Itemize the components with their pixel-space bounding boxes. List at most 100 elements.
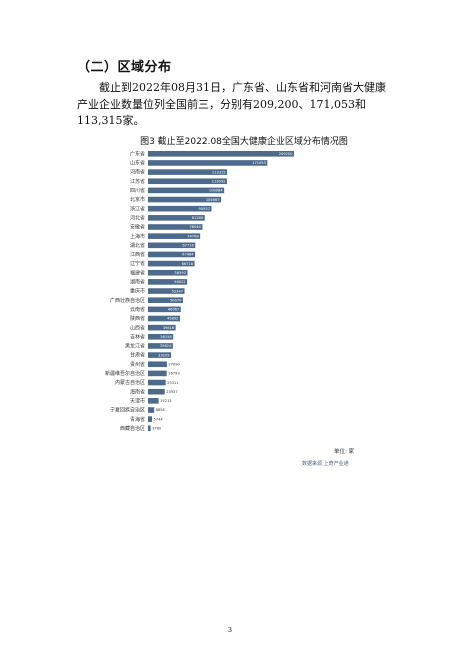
bar [148, 151, 294, 157]
bar [148, 160, 268, 166]
bar [148, 379, 166, 386]
category-label: 河南省 [130, 169, 145, 176]
value-label: 67484 [182, 253, 194, 257]
category-label: 新疆维吾尔自治区 [105, 370, 145, 377]
paragraph-text: 截止到2022年08月31日，广东省、山东省和河南省大健康产业企业数量位列全国前… [77, 81, 386, 127]
bar [148, 398, 159, 404]
bar [148, 407, 155, 413]
value-label: 66718 [182, 262, 194, 266]
region-bar-chart: 广东省 209200 山东省 171053 河南省 113315 江苏省 113092 四川省 1… [105, 150, 294, 432]
category-label: 福建省 [130, 269, 145, 276]
category-label: 贵州省 [130, 361, 145, 368]
bar [148, 215, 205, 221]
bar [148, 178, 227, 185]
category-label: 重庆市 [130, 288, 145, 295]
chart-title: 图3 截止至2022.08全国大健康企业区域分布情况图 [140, 137, 348, 147]
body-paragraph: 截止到2022年08月31日，广东省、山东省和河南省大健康产业企业数量位列全国前… [77, 80, 395, 130]
value-label: 8858 [156, 408, 166, 412]
bar [148, 370, 167, 377]
bar [148, 269, 188, 276]
category-label: 山西省 [130, 324, 145, 331]
category-label: 山东省 [130, 160, 145, 167]
bar [148, 224, 203, 230]
value-label: 3760 [152, 427, 162, 431]
value-label: 45802 [167, 317, 178, 321]
bar [148, 251, 196, 258]
value-label: 15215 [160, 399, 171, 403]
category-label: 天津市 [130, 397, 145, 404]
value-label: 27090 [168, 362, 180, 366]
category-label: 湖南省 [130, 279, 145, 286]
value-label: 171053 [252, 161, 266, 165]
category-label: 吉林省 [130, 333, 145, 340]
category-label: 河北省 [130, 214, 145, 221]
bar [148, 297, 183, 303]
value-label: 25311 [167, 381, 178, 385]
bar [148, 306, 181, 313]
category-label: 西藏自治区 [120, 425, 145, 432]
bar [148, 425, 151, 432]
category-label: 甘肃省 [130, 352, 145, 359]
value-label: 23937 [166, 390, 177, 394]
bar [148, 205, 212, 212]
category-label: 海南省 [130, 388, 145, 395]
value-label: 33105 [158, 353, 169, 357]
bar [148, 196, 222, 203]
category-label: 四川省 [130, 187, 145, 194]
value-label: 109084 [209, 189, 223, 193]
page-number: 3 [227, 626, 233, 634]
category-label: 内蒙古自治区 [115, 379, 145, 386]
bar [148, 260, 195, 267]
value-label: 78040 [190, 225, 202, 229]
category-label: 广东省 [130, 150, 145, 157]
value-label: 113315 [212, 170, 226, 174]
bar [148, 416, 153, 422]
bar [148, 361, 167, 368]
value-label: 26799 [168, 372, 180, 376]
value-label: 35624 [160, 344, 172, 348]
value-label: 5744 [154, 417, 164, 421]
value-label: 113092 [212, 179, 226, 183]
bar [148, 187, 225, 194]
bar [148, 315, 180, 322]
category-label: 黑龙江省 [125, 343, 145, 350]
value-label: 39616 [163, 326, 175, 330]
category-label: 安徽省 [130, 224, 145, 231]
value-label: 67716 [182, 244, 194, 248]
bar [148, 279, 188, 285]
value-label: 81289 [192, 216, 204, 220]
bar [148, 233, 201, 239]
bar [148, 388, 165, 395]
value-label: 56022 [174, 280, 185, 284]
value-label: 104667 [206, 198, 220, 202]
value-label: 209200 [279, 152, 293, 156]
category-label: 云南省 [130, 306, 145, 313]
bar [148, 324, 176, 331]
bar [148, 288, 185, 294]
source-note: 数据来源 上奇产业通 [302, 461, 349, 467]
category-label: 北京市 [130, 196, 145, 203]
category-label: 江苏省 [130, 178, 145, 185]
category-label: 上海市 [130, 233, 145, 240]
category-label: 广西壮族自治区 [110, 297, 145, 304]
category-label: 湖北省 [130, 242, 145, 249]
value-label: 56592 [175, 271, 186, 275]
bar [148, 334, 174, 340]
value-label: 74708 [187, 234, 199, 238]
bar [148, 169, 228, 175]
category-label: 宁夏回族自治区 [110, 407, 145, 414]
category-label: 辽宁省 [130, 260, 145, 267]
value-label: 46967 [168, 308, 179, 312]
bar [148, 242, 196, 249]
bar [148, 343, 173, 349]
value-label: 50070 [170, 298, 182, 302]
unit-label: 单位: 家 [334, 449, 355, 455]
section-heading: （二）区域分布 [77, 60, 172, 75]
value-label: 52347 [172, 289, 183, 293]
category-label: 江西省 [130, 251, 145, 258]
category-label: 陕西省 [130, 315, 145, 322]
bar [148, 352, 172, 358]
value-label: 90937 [199, 207, 210, 211]
category-label: 青海省 [130, 416, 145, 423]
